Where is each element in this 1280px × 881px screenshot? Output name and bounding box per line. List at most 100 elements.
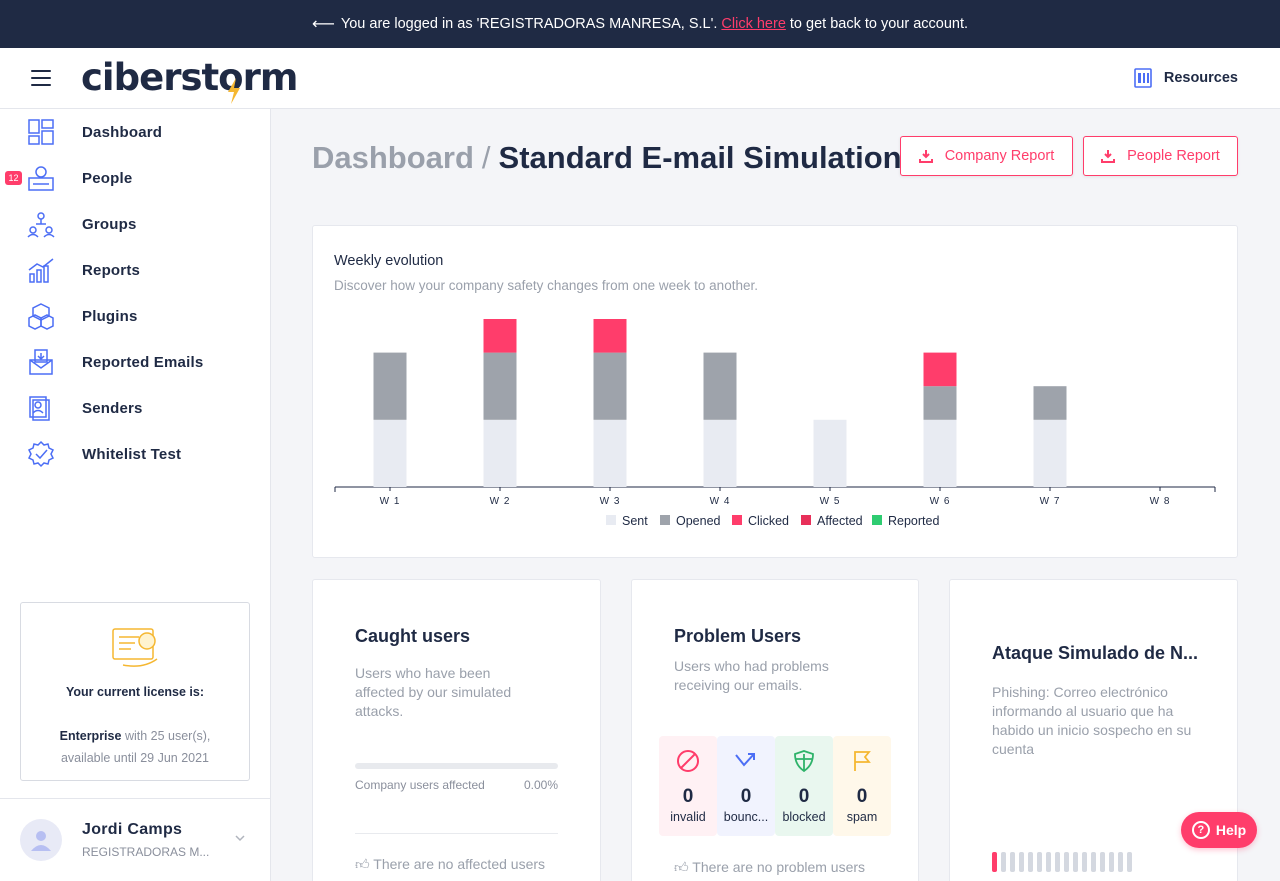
legend-label-sent[interactable]: Sent [622,514,648,528]
user-menu[interactable]: Jordi Camps REGISTRADORAS M... [0,798,270,881]
dashboard-icon [28,119,54,145]
caught-users-title: Caught users [355,626,471,646]
bar-opened[interactable] [703,352,737,420]
bar-sent[interactable] [483,419,517,487]
breadcrumb-separator: / [481,140,491,175]
bar-sent[interactable] [923,419,957,487]
attack-step [1118,852,1123,872]
attack-title: Ataque Simulado de N... [992,643,1199,663]
menu-toggle-icon[interactable] [31,70,51,86]
help-label: Help [1215,822,1247,838]
attack-step [1037,852,1042,872]
legend-swatch-reported [872,515,882,525]
attack-step [1073,852,1078,872]
people-icon [28,166,54,191]
reports-icon [28,258,54,283]
banner-text-suffix: to get back to your account. [789,16,969,32]
license-title: Your current license is: [65,685,204,699]
lightning-icon [228,78,240,104]
x-tick-label: W 8 [1150,496,1171,507]
problem-users-card: Problem Users Users who had problems rec… [631,579,919,881]
bar-sent[interactable] [593,419,627,487]
resources-button[interactable]: Resources [1134,68,1238,88]
bar-sent[interactable] [703,419,737,487]
license-card: Your current license is: Enterprise with… [20,602,250,781]
attack-step [1028,852,1033,872]
sidebar-item-plugins[interactable]: Plugins [0,296,270,336]
back-to-account-link[interactable]: Click here [721,16,786,32]
attack-step [1010,852,1015,872]
no-affected-users-message: 👍︎ There are no affected users [355,856,545,873]
sidebar-item-whitelist-test[interactable]: Whitelist Test [0,434,270,474]
bar-clicked[interactable] [593,319,627,353]
simulated-attack-card[interactable]: Ataque Simulado de N... Phishing: Correo… [949,579,1238,881]
weekly-evolution-card: Weekly evolution Discover how your compa… [312,225,1238,558]
stat-bounced-label: bounc... [723,810,769,824]
bar-opened[interactable] [373,352,407,420]
stat-spam: 0 spam [833,736,891,836]
help-icon: ? [1191,821,1210,839]
license-expiry: available until 29 Jun 2021 [60,751,210,765]
no-affected-users-text: There are no affected users [373,856,546,872]
sidebar-item-groups[interactable]: Groups [0,204,270,244]
thumbs-up-icon: 👍︎ [674,859,693,875]
sidebar: Dashboard 12 People Groups Reports Plugi… [0,109,271,881]
breadcrumb-dashboard[interactable]: Dashboard [312,140,474,175]
bar-opened[interactable] [1033,386,1067,420]
bar-opened[interactable] [483,352,517,420]
sidebar-item-senders[interactable]: Senders [0,388,270,428]
sidebar-item-people[interactable]: 12 People [0,158,270,198]
license-plan-detail: with 25 user(s), [124,729,211,743]
problem-users-title: Problem Users [674,626,802,646]
chart-subtitle: Discover how your company safety changes… [334,278,758,293]
stat-bounced: 0 bounc... [717,736,775,836]
legend-label-opened[interactable]: Opened [676,514,721,528]
whitelist-test-icon [27,440,55,468]
people-report-button[interactable]: People Report [1083,136,1238,176]
bar-sent[interactable] [813,419,847,487]
no-problem-users-message: 👍︎ There are no problem users [674,859,865,876]
plugins-icon [28,303,54,330]
senders-icon [29,396,50,421]
sidebar-item-label: Reports [82,261,141,279]
legend-swatch-sent [606,515,616,525]
x-tick-label: W 5 [820,496,841,507]
license-plan-name: Enterprise [59,729,122,743]
legend-label-affected[interactable]: Affected [817,514,863,528]
bar-sent[interactable] [1033,419,1067,487]
ciberstorm-logo[interactable]: ciberstorm [81,56,298,104]
people-report-label: People Report [1127,148,1220,164]
sidebar-item-dashboard[interactable]: Dashboard [0,112,270,152]
sidebar-item-reported-emails[interactable]: Reported Emails [0,342,270,382]
legend-label-reported[interactable]: Reported [888,514,939,528]
attack-step [1082,852,1087,872]
stat-bounced-value: 0 [740,786,752,807]
chevron-down-icon[interactable] [234,832,246,844]
user-company: REGISTRADORAS M... [82,845,210,859]
banner-text: You are logged in as 'REGISTRADORAS MANR… [340,16,718,32]
sidebar-item-label: Reported Emails [82,353,204,371]
logo-text: ciberstorm [81,56,298,99]
divider [355,833,558,834]
impersonation-banner: ⟵ You are logged in as 'REGISTRADORAS MA… [0,0,1280,48]
thumbs-up-icon: 👍︎ [355,856,374,872]
attack-step [1064,852,1069,872]
legend-label-clicked[interactable]: Clicked [748,514,789,528]
company-report-label: Company Report [944,148,1055,164]
bar-sent[interactable] [373,419,407,487]
sidebar-item-reports[interactable]: Reports [0,250,270,290]
bounce-icon [735,753,755,767]
stat-blocked-value: 0 [798,786,810,807]
bar-opened[interactable] [593,352,627,420]
reported-emails-icon [29,349,53,375]
stat-blocked: 0 blocked [775,736,833,836]
attack-progress-steps [992,852,1132,872]
attack-step [1100,852,1105,872]
caught-users-card: Caught users Users who have been affecte… [312,579,601,881]
attack-step [1127,852,1132,872]
help-button[interactable]: ? Help [1181,812,1257,848]
bar-clicked[interactable] [923,352,957,387]
bar-clicked[interactable] [483,319,517,353]
bar-opened[interactable] [923,386,957,420]
company-report-button[interactable]: Company Report [900,136,1073,176]
